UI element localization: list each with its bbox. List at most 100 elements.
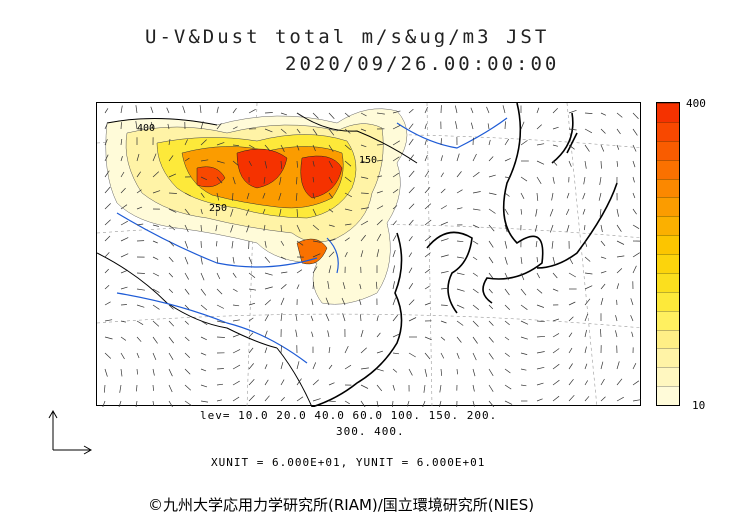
- wind-vector: [392, 205, 398, 210]
- wind-vector: [280, 256, 287, 260]
- wind-vector: [600, 240, 606, 247]
- wind-vector: [632, 112, 639, 120]
- colorbar-segment: [657, 103, 679, 122]
- wind-vector: [136, 352, 140, 359]
- wind-vector: [200, 352, 207, 356]
- wind-vector: [104, 170, 110, 178]
- wind-vector: [424, 368, 428, 377]
- wind-vector: [552, 272, 558, 279]
- wind-vector: [104, 219, 111, 226]
- wind-vector: [168, 155, 174, 162]
- wind-vector: [168, 320, 175, 327]
- wind-vector: [120, 204, 128, 210]
- wind-vector: [216, 176, 223, 184]
- wind-vector: [376, 249, 380, 258]
- colorbar-segment: [657, 235, 679, 254]
- wind-vector: [456, 288, 465, 292]
- wind-vector: [536, 256, 538, 263]
- wind-vector: [136, 223, 144, 226]
- wind-vector: [375, 281, 378, 290]
- wind-vector: [104, 301, 111, 306]
- wind-vector: [616, 144, 620, 150]
- wind-vector: [631, 331, 634, 338]
- wind-vector: [342, 313, 346, 322]
- wind-vector: [200, 336, 207, 341]
- wind-vector: [376, 315, 379, 322]
- vector-scale-arrows: [48, 409, 93, 455]
- wind-vector: [584, 313, 589, 322]
- wind-vector: [104, 285, 110, 290]
- wind-vector: [568, 363, 573, 370]
- wind-vector: [120, 237, 129, 242]
- wind-vector: [392, 384, 396, 391]
- wind-vector: [328, 382, 335, 386]
- wind-vector: [136, 206, 143, 210]
- wind-vector: [325, 314, 330, 322]
- wind-vector: [520, 304, 528, 310]
- wind-vector: [200, 368, 207, 372]
- wind-vector: [104, 235, 111, 242]
- wind-vector: [168, 208, 177, 213]
- wind-vector: [632, 252, 640, 258]
- wind-vector: [456, 304, 465, 309]
- wind-vector: [600, 297, 604, 306]
- wind-vector: [264, 160, 268, 169]
- wind-vector: [584, 224, 586, 231]
- wind-vector: [565, 208, 570, 216]
- wind-vector: [488, 272, 494, 279]
- wind-vector: [440, 368, 443, 376]
- wind-vector: [296, 112, 303, 117]
- wind-vector: [120, 352, 125, 360]
- wind-vector: [599, 208, 602, 217]
- wind-vector: [536, 320, 545, 323]
- wind-vector: [328, 251, 335, 258]
- wind-vector: [120, 105, 123, 114]
- wind-vector: [328, 192, 333, 199]
- wind-vector: [184, 288, 190, 295]
- wind-vector: [520, 256, 523, 264]
- wind-vector: [120, 155, 123, 162]
- wind-vector: [280, 396, 285, 402]
- wind-vector: [136, 189, 142, 194]
- wind-vector: [488, 384, 494, 392]
- wind-vector: [216, 160, 225, 164]
- wind-vector: [408, 108, 414, 114]
- wind-vector: [344, 223, 352, 226]
- wind-vector: [296, 224, 301, 233]
- wind-vector: [248, 395, 255, 402]
- wind-vector: [280, 284, 287, 290]
- wind-vector: [248, 108, 256, 114]
- wind-vector: [616, 378, 623, 386]
- wind-vector: [376, 350, 384, 354]
- contour-labels: 400 150 250: [137, 123, 377, 214]
- wind-vector: [344, 160, 352, 167]
- wind-vector: [422, 400, 426, 407]
- wind-vector: [472, 240, 479, 245]
- wind-vector: [392, 189, 399, 194]
- wind-vector: [168, 272, 174, 278]
- wind-vector: [312, 224, 320, 231]
- wind-vector: [392, 125, 401, 130]
- wind-vector: [632, 160, 636, 168]
- wind-vector: [167, 123, 170, 130]
- wind-vector: [295, 314, 298, 322]
- wind-vector: [215, 224, 218, 232]
- wind-vector: [408, 317, 417, 322]
- wind-vector: [504, 138, 509, 146]
- wind-vector: [312, 144, 316, 152]
- wind-vector: [549, 208, 554, 217]
- wind-vector: [168, 304, 174, 310]
- colorbar-segment: [657, 367, 679, 387]
- wind-vector: [392, 368, 398, 373]
- wind-vector: [376, 143, 384, 146]
- colorbar-segment: [657, 254, 679, 273]
- wind-vector: [600, 378, 605, 386]
- wind-vector: [552, 144, 558, 147]
- wind-vector: [135, 121, 138, 130]
- wind-vector: [344, 364, 352, 370]
- wind-vector: [584, 298, 591, 306]
- wind-vector: [360, 220, 369, 226]
- colorbar-segment: [657, 197, 679, 217]
- wind-vector: [424, 170, 430, 178]
- wind-vector: [200, 121, 204, 130]
